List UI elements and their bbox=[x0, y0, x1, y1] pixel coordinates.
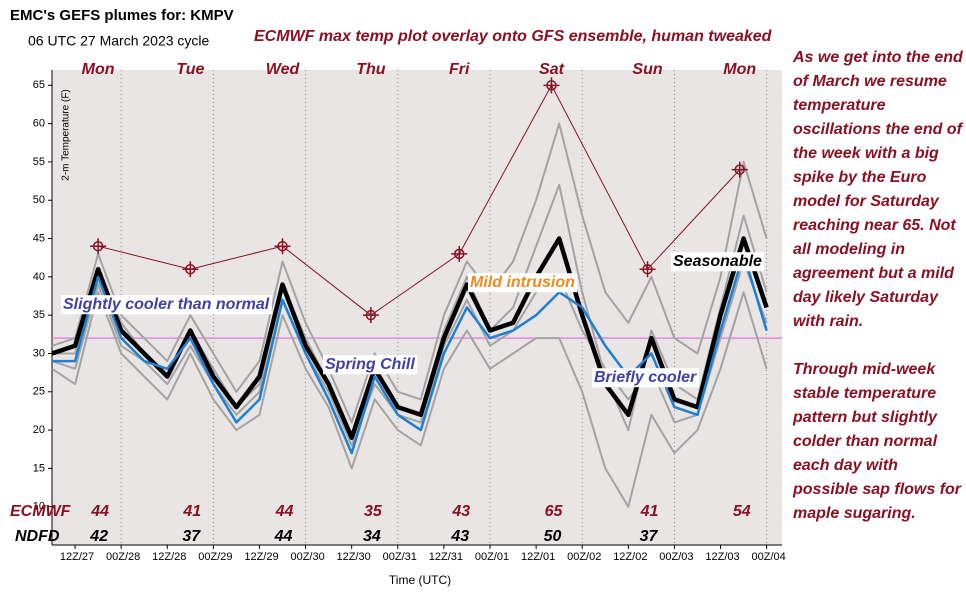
series-line bbox=[51, 291, 768, 508]
ndfd-value-label: 43 bbox=[450, 528, 469, 545]
ndfd-row-label: NDFD bbox=[15, 528, 60, 545]
annotation-background bbox=[468, 273, 578, 293]
x-tick-label: 00Z/30 bbox=[290, 551, 324, 563]
ecmwf-marker-cross bbox=[274, 238, 291, 255]
chart-title: EMC's GEFS plumes for: KMPV bbox=[10, 7, 234, 24]
x-tick-label: 12Z/27 bbox=[60, 551, 94, 563]
annotation-background bbox=[592, 368, 700, 388]
ecmwf-marker bbox=[90, 238, 107, 255]
x-tick-label: 12Z/28 bbox=[152, 551, 186, 563]
overlay-title: ECMWF max temp plot overlay onto GFS ens… bbox=[254, 28, 773, 45]
annotation-background bbox=[61, 295, 272, 315]
ecmwf-marker bbox=[274, 238, 291, 255]
day-label: Fri bbox=[449, 61, 470, 78]
annotation-text: Briefly cooler bbox=[594, 369, 697, 386]
ecmwf-value-label: 44 bbox=[90, 503, 109, 520]
ecmwf-value-label: 54 bbox=[733, 503, 751, 520]
x-tick-label: 00Z/31 bbox=[383, 551, 417, 563]
annotation: Slightly cooler than normal bbox=[61, 295, 272, 315]
x-tick-label: 12Z/01 bbox=[521, 551, 555, 563]
ndfd-value-label: 34 bbox=[363, 528, 381, 545]
ecmwf-marker-cross bbox=[451, 245, 468, 262]
ecmwf-marker bbox=[451, 245, 468, 262]
ecmwf-value-label: 44 bbox=[275, 503, 294, 520]
x-axis-label: Time (UTC) bbox=[389, 573, 451, 587]
ecmwf-marker bbox=[639, 261, 656, 278]
ecmwf-marker-cross bbox=[731, 161, 748, 178]
y-tick-label: 40 bbox=[33, 271, 45, 283]
x-tick-label: 12Z/02 bbox=[613, 551, 647, 563]
y-axis-label: 2-m Temperature (F) bbox=[61, 89, 72, 181]
day-label: Thu bbox=[356, 61, 386, 78]
ecmwf-marker-cross bbox=[182, 261, 199, 278]
day-label: Tue bbox=[176, 61, 204, 78]
ecmwf-marker bbox=[731, 161, 748, 178]
day-label: Sat bbox=[539, 61, 565, 78]
x-tick-label: 00Z/04 bbox=[752, 551, 786, 563]
day-label: Sun bbox=[632, 61, 662, 78]
y-tick-label: 55 bbox=[33, 156, 45, 168]
y-tick-label: 20 bbox=[33, 424, 45, 436]
ndfd-value-label: 37 bbox=[640, 528, 659, 545]
ecmwf-value-label: 35 bbox=[364, 503, 383, 520]
ecmwf-marker bbox=[543, 77, 560, 94]
annotation: Mild intrusion bbox=[468, 273, 578, 293]
annotation: Seasonable bbox=[671, 252, 765, 272]
day-label: Mon bbox=[723, 61, 756, 78]
ecmwf-marker-cross bbox=[639, 261, 656, 278]
ndfd-value-label: 42 bbox=[89, 528, 108, 545]
series-line bbox=[51, 236, 769, 440]
x-tick-label: 00Z/28 bbox=[106, 551, 140, 563]
x-tick-label: 12Z/29 bbox=[244, 551, 278, 563]
ndfd-value-label: 44 bbox=[274, 528, 293, 545]
day-label: Mon bbox=[82, 61, 115, 78]
annotation-background bbox=[671, 252, 765, 272]
ecmwf-marker bbox=[362, 307, 379, 324]
annotation-text: Spring Chill bbox=[325, 356, 415, 373]
note-paragraph: As we get into the end of March we resum… bbox=[793, 49, 963, 330]
annotation-text: Slightly cooler than normal bbox=[63, 296, 270, 313]
ndfd-value-label: 50 bbox=[544, 528, 562, 545]
y-tick-label: 30 bbox=[33, 347, 45, 359]
note: As we get into the end of March we resum… bbox=[793, 46, 963, 550]
series-line bbox=[51, 122, 768, 424]
series-line bbox=[52, 252, 768, 455]
y-tick-label: 10 bbox=[33, 501, 45, 513]
ecmwf-marker bbox=[182, 261, 199, 278]
ecmwf-marker-cross bbox=[90, 238, 107, 255]
ecmwf-line bbox=[97, 84, 741, 316]
x-tick-label: 12Z/03 bbox=[705, 551, 739, 563]
ecmwf-value-label: 43 bbox=[451, 503, 470, 520]
annotation: Spring Chill bbox=[323, 355, 418, 375]
y-tick-label: 60 bbox=[33, 118, 45, 130]
y-tick-label: 35 bbox=[33, 309, 45, 321]
y-tick-label: 65 bbox=[33, 79, 45, 91]
ecmwf-marker-cross bbox=[543, 77, 560, 94]
annotation: Briefly cooler bbox=[592, 368, 700, 388]
ecmwf-value-label: 41 bbox=[640, 503, 659, 520]
x-tick-label: 00Z/03 bbox=[659, 551, 693, 563]
chart-subtitle: 06 UTC 27 March 2023 cycle bbox=[28, 33, 210, 49]
day-label: Wed bbox=[266, 61, 301, 78]
note-paragraph: Through mid-week stable temperature patt… bbox=[793, 361, 962, 522]
x-tick-label: 00Z/01 bbox=[475, 551, 509, 563]
ecmwf-marker-cross bbox=[362, 307, 379, 324]
ecmwf-value-label: 65 bbox=[545, 503, 564, 520]
ndfd-value-label: 37 bbox=[182, 528, 201, 545]
x-tick-label: 12Z/30 bbox=[337, 551, 371, 563]
x-tick-label: 12Z/31 bbox=[429, 551, 463, 563]
y-tick-label: 25 bbox=[33, 386, 45, 398]
annotation-text: Mild intrusion bbox=[470, 274, 575, 291]
annotation-background bbox=[323, 355, 418, 375]
annotation-text: Seasonable bbox=[673, 253, 762, 270]
y-tick-label: 50 bbox=[33, 194, 45, 206]
y-tick-label: 45 bbox=[33, 232, 45, 244]
ecmwf-value-label: 41 bbox=[182, 503, 201, 520]
x-tick-label: 00Z/29 bbox=[198, 551, 232, 563]
y-tick-label: 15 bbox=[33, 462, 45, 474]
ecmwf-row-label: ECMWF bbox=[10, 503, 72, 520]
x-tick-label: 00Z/02 bbox=[567, 551, 601, 563]
